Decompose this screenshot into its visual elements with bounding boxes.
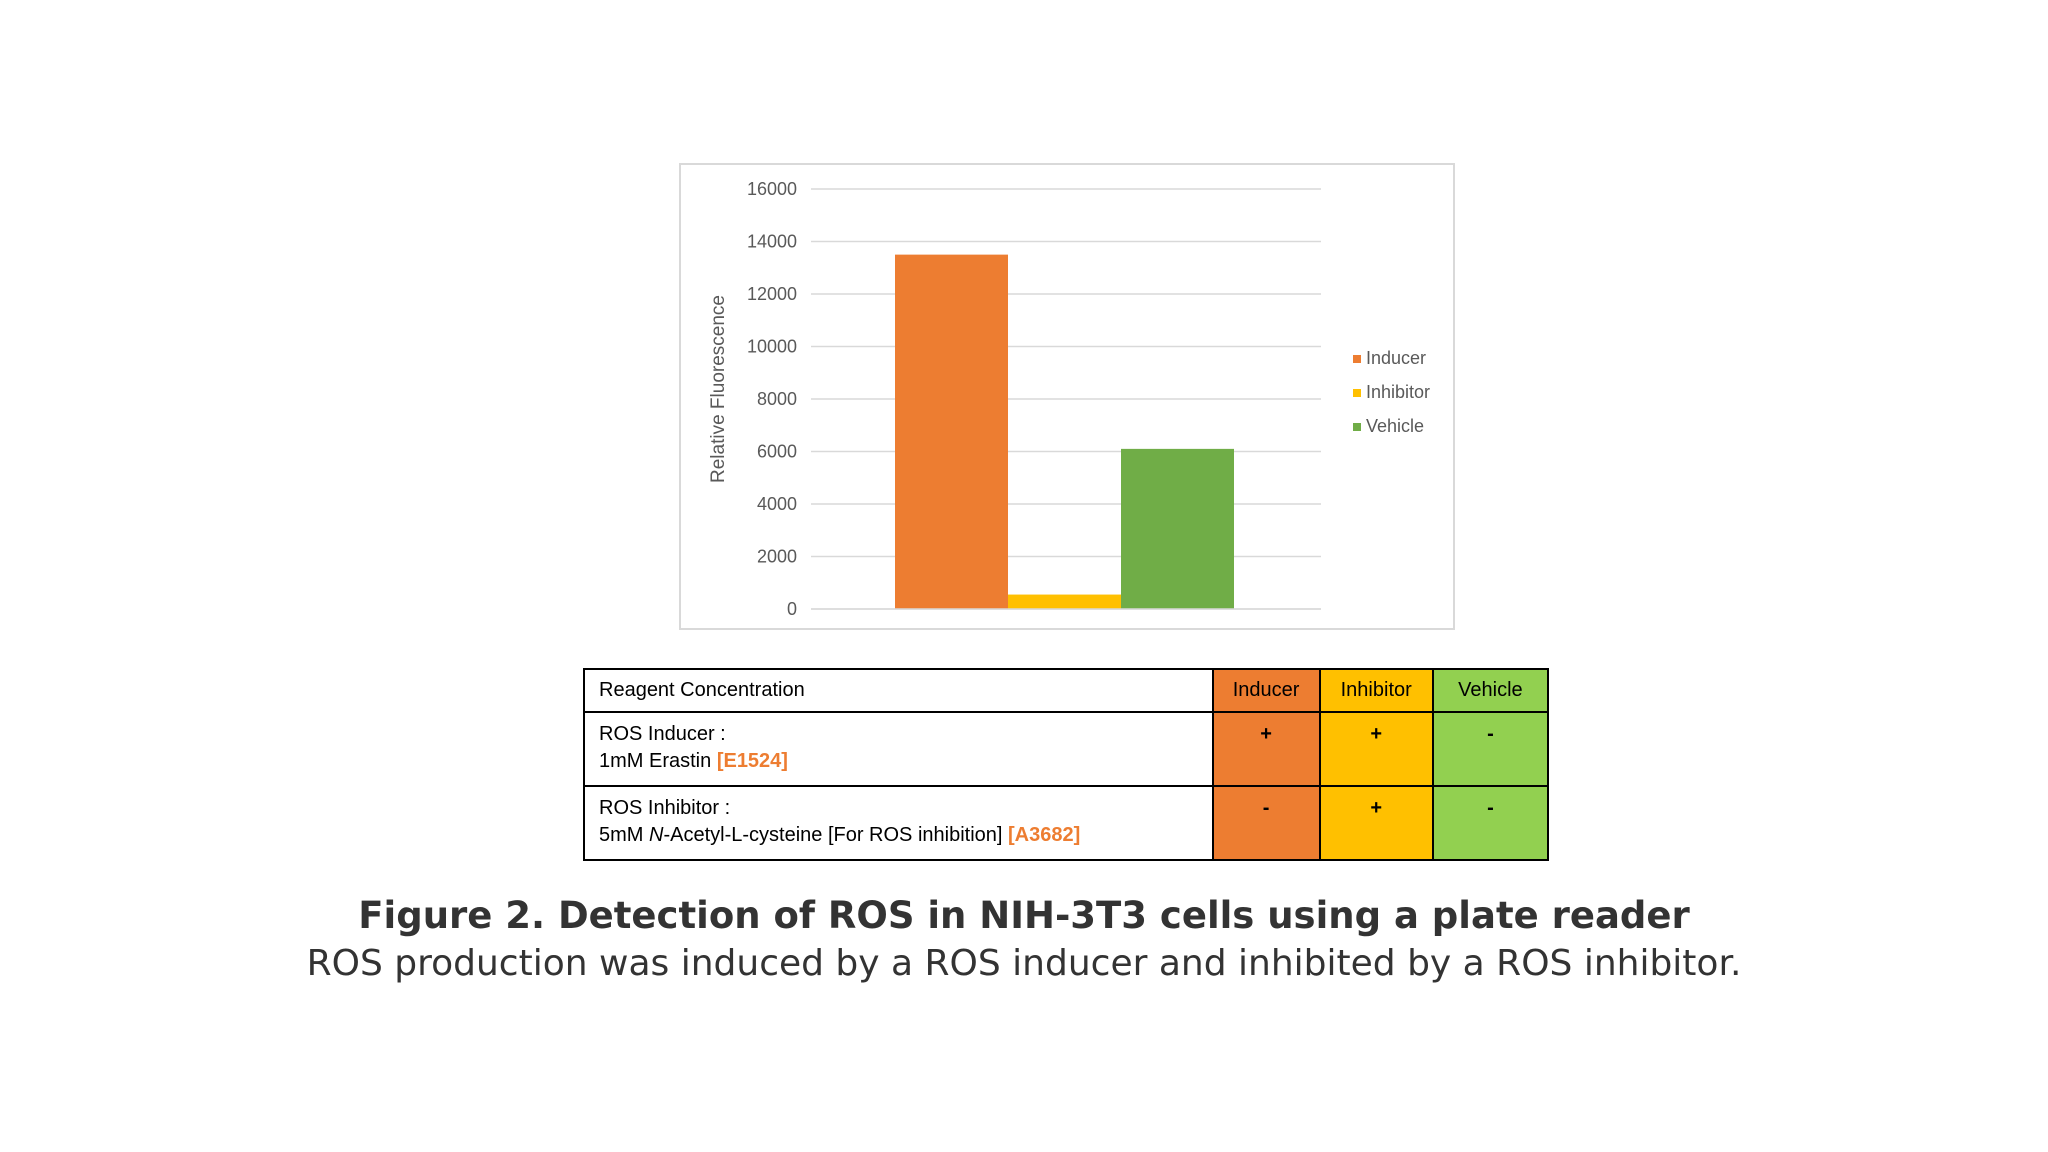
header-inducer: Inducer: [1211, 668, 1321, 713]
bar-inhibitor: [1008, 594, 1121, 609]
row-label-inhibitor: ROS Inhibitor : 5mM N-Acetyl-L-cysteine …: [583, 785, 1214, 861]
caption-title: Figure 2. Detection of ROS in NIH-3T3 ce…: [358, 894, 1690, 937]
table-header-row: Reagent Concentration Inducer Inhibitor …: [583, 668, 1550, 713]
row-reagent: 5mM: [599, 824, 649, 846]
legend-label: Inducer: [1366, 348, 1426, 368]
chart-frame: 0 2000 4000 6000 8000 10000 12000 14000 16000 Rel…: [679, 163, 1455, 630]
row-reagent-italic: N: [649, 824, 664, 846]
figure-caption: Figure 2. Detection of ROS in NIH-3T3 ce…: [0, 892, 2048, 988]
mark-cell: +: [1211, 711, 1321, 787]
y-tick-label: 12000: [747, 284, 797, 304]
reagent-table: Reagent Concentration Inducer Inhibitor …: [583, 668, 1550, 861]
table-row: ROS Inhibitor : 5mM N-Acetyl-L-cysteine …: [583, 785, 1550, 861]
catalog-code: [E1524]: [716, 750, 788, 772]
y-tick-label: 4000: [757, 494, 797, 514]
legend-swatch: [1353, 355, 1361, 363]
row-reagent: 1mM Erastin: [599, 750, 717, 772]
mark-cell: -: [1431, 785, 1550, 861]
row-label-inducer: ROS Inducer : 1mM Erastin [E1524]: [583, 711, 1214, 787]
mark-cell: -: [1431, 711, 1550, 787]
mark-cell: +: [1318, 711, 1434, 787]
header-vehicle: Vehicle: [1431, 668, 1550, 713]
y-tick-label: 16000: [747, 179, 797, 199]
y-tick-label: 6000: [757, 442, 797, 462]
bar-vehicle: [1121, 448, 1234, 609]
legend-swatch: [1353, 389, 1361, 397]
legend-label: Vehicle: [1366, 416, 1424, 436]
row-title: ROS Inducer :: [599, 723, 726, 745]
bar-chart: 0 2000 4000 6000 8000 10000 12000 14000 16000 Rel…: [708, 179, 1430, 619]
y-axis-title: Relative Fluorescence: [708, 295, 729, 483]
caption-text: ROS production was induced by a ROS indu…: [306, 943, 1742, 984]
legend-label: Inhibitor: [1366, 382, 1430, 402]
y-tick-label: 2000: [757, 547, 797, 567]
y-tick-label: 0: [787, 599, 797, 619]
bar-inducer: [895, 254, 1008, 609]
row-title: ROS Inhibitor :: [599, 797, 731, 819]
header-inhibitor: Inhibitor: [1318, 668, 1434, 713]
y-tick-label: 14000: [747, 232, 797, 252]
legend-swatch: [1353, 423, 1361, 431]
catalog-code: [A3682]: [1008, 824, 1081, 846]
mark-cell: +: [1318, 785, 1434, 861]
y-tick-label: 8000: [757, 389, 797, 409]
mark-cell: -: [1211, 785, 1321, 861]
row-reagent-rest: -Acetyl-L-cysteine [For ROS inhibition]: [663, 824, 1009, 846]
table-row: ROS Inducer : 1mM Erastin [E1524] + + -: [583, 711, 1550, 787]
y-tick-label: 10000: [747, 337, 797, 357]
header-label: Reagent Concentration: [583, 668, 1214, 713]
